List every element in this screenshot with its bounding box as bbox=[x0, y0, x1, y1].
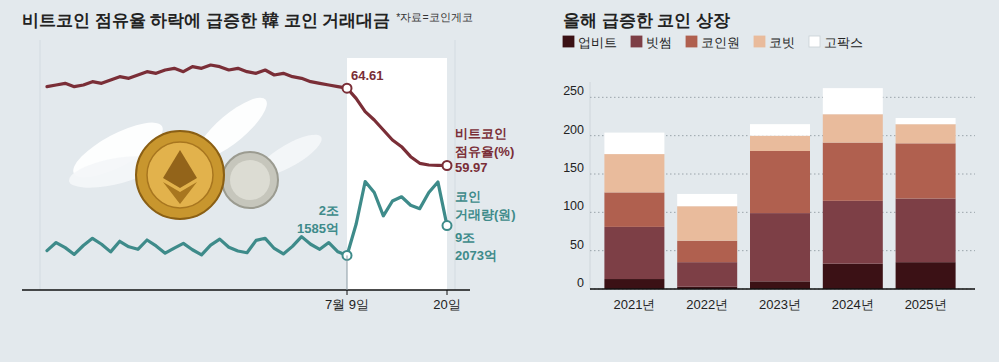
bar-segment bbox=[604, 154, 664, 192]
grid-line bbox=[590, 97, 975, 98]
bar-segment bbox=[677, 194, 737, 206]
text-line: 2조 bbox=[319, 203, 339, 218]
x-tick-label: 2024년 bbox=[832, 297, 874, 312]
bar-segment bbox=[750, 136, 810, 151]
bar-segment bbox=[823, 88, 883, 114]
bar-segment bbox=[896, 124, 956, 143]
y-axis-line bbox=[40, 40, 41, 290]
text-line: 코인 bbox=[455, 189, 481, 204]
bar-segment bbox=[823, 201, 883, 264]
line bbox=[47, 65, 447, 166]
legend-swatch bbox=[631, 36, 642, 47]
text-line: 2073억 bbox=[455, 248, 497, 263]
x-tick bbox=[347, 290, 348, 295]
bar-segment bbox=[896, 262, 956, 289]
coin-illustration bbox=[66, 89, 326, 219]
series-label: 비트코인점유율(%) bbox=[455, 126, 514, 159]
bar-segment bbox=[896, 118, 956, 124]
labels: 64.6159.97비트코인점유율(%)2조1585억9조2073억코인거래량(… bbox=[297, 68, 516, 290]
coin-symbol bbox=[163, 182, 197, 204]
y-tick-label: 150 bbox=[563, 161, 584, 175]
title: 비트코인 점유율 하락에 급증한 韓 코인 거래대금 bbox=[22, 11, 390, 30]
source: *자료=코인게코 bbox=[396, 11, 472, 23]
y-tick-label: 50 bbox=[570, 238, 584, 252]
coin-face bbox=[230, 160, 270, 200]
y-tick-label: 250 bbox=[563, 84, 584, 98]
y-axis-line bbox=[590, 82, 591, 289]
line bbox=[47, 182, 447, 256]
point-marker bbox=[343, 84, 352, 93]
highlight-region bbox=[347, 58, 447, 290]
x-tick-label: 2021년 bbox=[613, 297, 655, 312]
bar-segment bbox=[677, 241, 737, 262]
data-label: 59.97 bbox=[455, 160, 488, 175]
grid-line bbox=[590, 289, 975, 290]
data-label: 9조 2073억 bbox=[455, 230, 497, 263]
text-line: 59.97 bbox=[455, 160, 488, 175]
bar-segment bbox=[823, 114, 883, 142]
coin bbox=[222, 152, 278, 208]
bar-segment bbox=[750, 281, 810, 289]
plot-area bbox=[604, 88, 955, 289]
coin-symbol bbox=[163, 150, 197, 188]
legend-label: 코빗 bbox=[769, 35, 795, 50]
text-line: 점유율(%) bbox=[455, 144, 514, 159]
text-line: 1585억 bbox=[297, 221, 339, 236]
y-tick-label: 200 bbox=[563, 123, 584, 137]
x-tick bbox=[447, 290, 448, 295]
bar-segment bbox=[750, 151, 810, 213]
bar-segment bbox=[750, 213, 810, 281]
background bbox=[0, 0, 999, 362]
bar-segment bbox=[677, 206, 737, 241]
x-tick-label: 20일 bbox=[433, 297, 460, 312]
bar-segment bbox=[604, 192, 664, 227]
legend-label: 코인원 bbox=[701, 35, 740, 50]
legend-swatch bbox=[563, 36, 574, 47]
text-line: 비트코인 bbox=[455, 126, 507, 141]
point-marker bbox=[443, 161, 452, 170]
legend-label: 고팍스 bbox=[824, 35, 863, 50]
plot-area bbox=[47, 65, 452, 260]
y-tick-label: 100 bbox=[563, 199, 584, 213]
coin bbox=[136, 131, 224, 219]
bar-segment bbox=[604, 279, 664, 289]
data-label: 2조 1585억 bbox=[297, 203, 339, 236]
x-axis-line bbox=[590, 288, 975, 290]
bar-segment bbox=[823, 264, 883, 289]
x-tick-label: 2022년 bbox=[686, 297, 728, 312]
series-label: 코인거래량(원) bbox=[455, 189, 516, 222]
legend-swatch bbox=[686, 36, 697, 47]
chart-root: 비트코인 점유율 하락에 급증한 韓 코인 거래대금 *자료=코인게코 7월 9일 2… bbox=[0, 0, 999, 362]
text-line: 64.61 bbox=[351, 68, 384, 83]
x-tick-label: 2025년 bbox=[905, 297, 947, 312]
legend-label: 업비트 bbox=[578, 35, 617, 50]
x-tick-label: 2023년 bbox=[759, 297, 801, 312]
x-axis-line bbox=[22, 289, 470, 291]
bar-segment bbox=[823, 143, 883, 201]
bar-segment bbox=[604, 227, 664, 279]
x-tick-label: 7월 9일 bbox=[325, 297, 369, 312]
connector bbox=[347, 255, 348, 290]
text-line: 거래량(원) bbox=[455, 207, 516, 222]
legend-swatch bbox=[754, 36, 765, 47]
legend-label: 빗썸 bbox=[646, 35, 672, 50]
bar-segment bbox=[677, 262, 737, 287]
y-tick-label: 0 bbox=[577, 276, 584, 290]
title: 올해 급증한 코인 상장 bbox=[563, 11, 730, 30]
coin-face bbox=[147, 142, 213, 208]
legend-swatch bbox=[809, 36, 820, 47]
point-marker bbox=[443, 221, 452, 230]
text-line: 9조 bbox=[455, 230, 475, 245]
bar-segment bbox=[896, 143, 956, 198]
bar-segment bbox=[604, 133, 664, 154]
bar-segment bbox=[896, 199, 956, 263]
data-label: 64.61 bbox=[351, 68, 384, 83]
bar-segment bbox=[750, 124, 810, 135]
